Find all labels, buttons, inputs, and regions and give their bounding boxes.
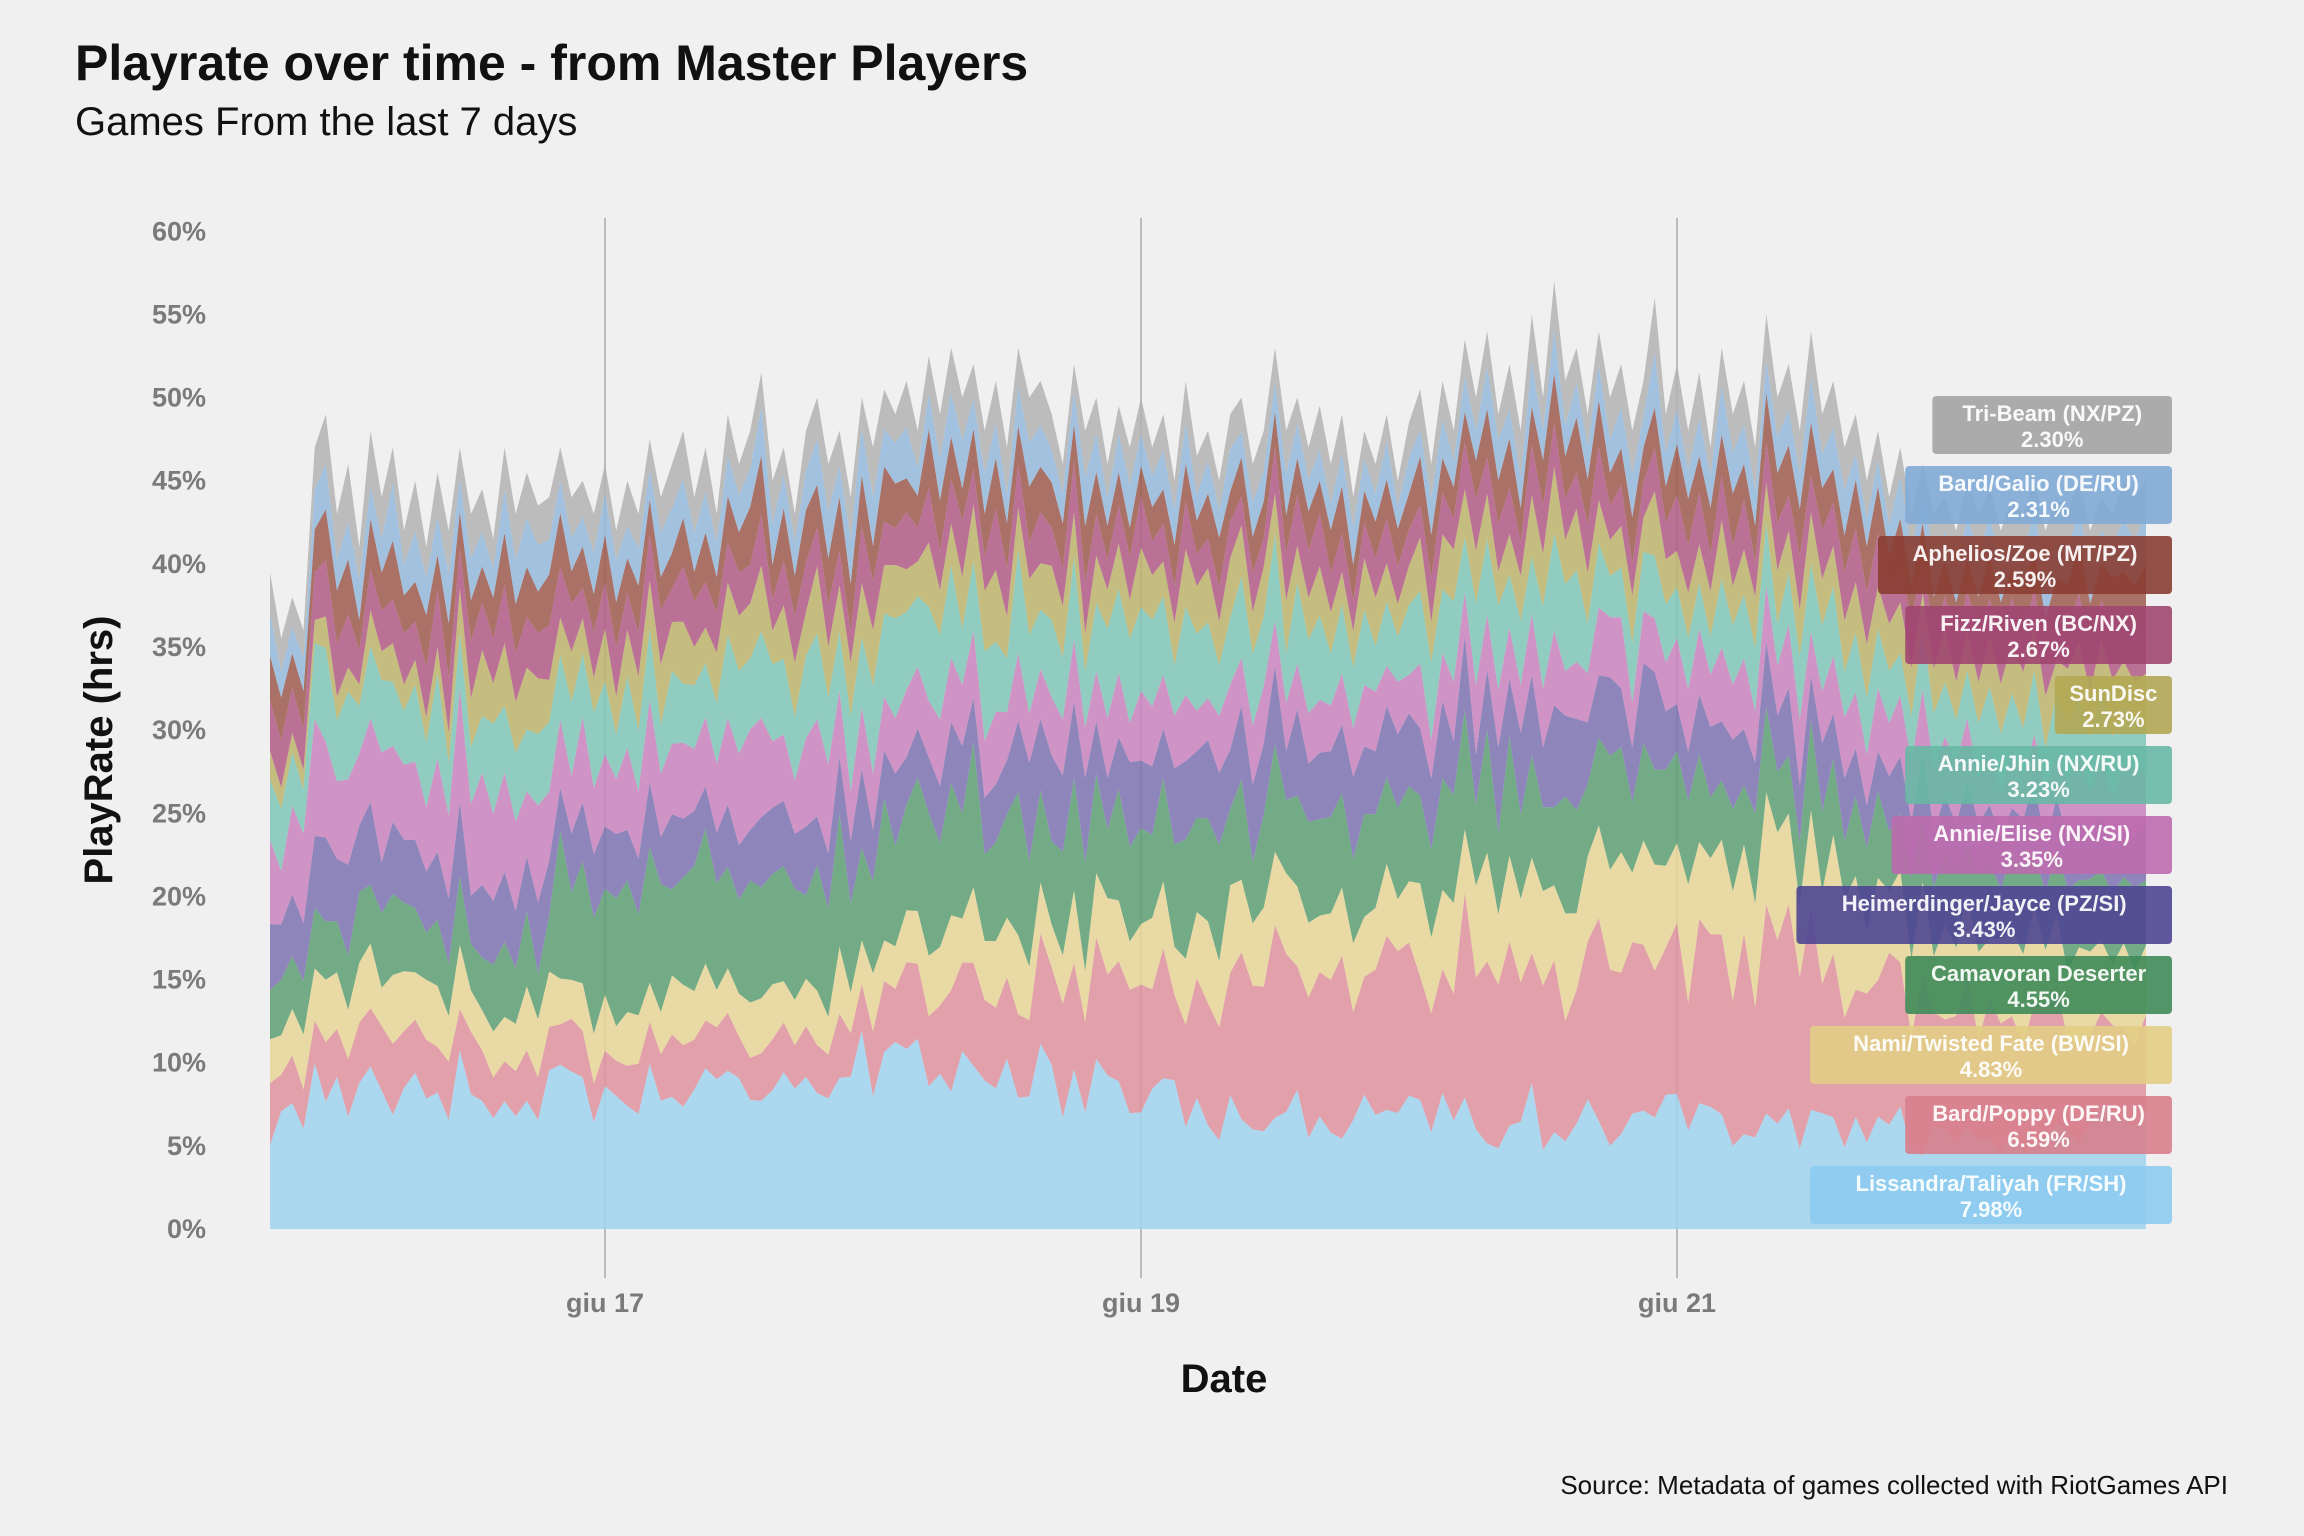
series-label-value: 2.67% — [2007, 637, 2069, 662]
series-label-box — [2054, 676, 2172, 734]
y-tick-label: 55% — [152, 299, 206, 329]
x-tick-label: giu 21 — [1638, 1288, 1716, 1318]
series-label-value: 7.98% — [1960, 1197, 2022, 1222]
y-axis: 0% 5% 10% 15% 20% 25% 30% 35% 40% 45% 50% 55% 60% — [152, 216, 206, 1244]
y-tick-label: 10% — [152, 1048, 206, 1078]
series-label-value: 4.55% — [2007, 987, 2069, 1012]
series-label-value: 2.73% — [2082, 707, 2144, 732]
series-labels: Lissandra/Taliyah (FR/SH)7.98% Bard/Poppy… — [1796, 396, 2172, 1224]
x-axis-title: Date — [1181, 1357, 1268, 1401]
series-label-value: 2.31% — [2007, 497, 2069, 522]
series-label-box — [1810, 1166, 2172, 1224]
series-label: Lissandra/Taliyah (FR/SH)7.98% — [1810, 1166, 2172, 1224]
series-label-name: Bard/Galio (DE/RU) — [1938, 471, 2138, 496]
area-sundisc — [270, 466, 2146, 809]
y-tick-label: 15% — [152, 965, 206, 995]
series-label-value: 3.43% — [1953, 917, 2015, 942]
series-label-name: Aphelios/Zoe (MT/PZ) — [1913, 541, 2138, 566]
series-label-name: Annie/Elise (NX/SI) — [1933, 821, 2130, 846]
y-axis-title: PlayRate (hrs) — [77, 616, 121, 885]
series-label: Heimerdinger/Jayce (PZ/SI)3.43% — [1796, 886, 2172, 944]
area-bard-galio-de-ru — [270, 329, 2146, 698]
series-label-box — [1905, 956, 2172, 1014]
y-tick-label: 40% — [152, 549, 206, 579]
area-tri-beam-nx-pz — [270, 281, 2146, 672]
area-bard-poppy-de-ru — [270, 892, 2146, 1156]
series-label-name: Bard/Poppy (DE/RU) — [1932, 1101, 2145, 1126]
series-label-value: 4.83% — [1960, 1057, 2022, 1082]
series-label-box — [1810, 1026, 2172, 1084]
series-label-box — [1878, 536, 2172, 594]
series-label-box — [1891, 816, 2172, 874]
area-nami-twisted-fate-bw-si — [270, 792, 2146, 1090]
y-tick-label: 30% — [152, 715, 206, 745]
series-label: Annie/Elise (NX/SI)3.35% — [1891, 816, 2172, 874]
area-camavoran-deserter — [270, 706, 2146, 1040]
series-label-name: Tri-Beam (NX/PZ) — [1962, 401, 2142, 426]
series-label: Annie/Jhin (NX/RU)3.23% — [1905, 746, 2172, 804]
series-label-box — [1905, 466, 2172, 524]
series-label-name: Heimerdinger/Jayce (PZ/SI) — [1842, 891, 2127, 916]
y-tick-label: 5% — [167, 1131, 206, 1161]
chart-subtitle: Games From the last 7 days — [75, 100, 578, 144]
y-tick-label: 0% — [167, 1214, 206, 1244]
x-axis: giu 17 giu 19 giu 21 — [566, 1288, 1716, 1318]
series-label: Fizz/Riven (BC/NX)2.67% — [1905, 606, 2172, 664]
y-tick-label: 60% — [152, 216, 206, 246]
y-tick-label: 35% — [152, 632, 206, 662]
series-label: Aphelios/Zoe (MT/PZ)2.59% — [1878, 536, 2172, 594]
area-fizz-riven-bc-nx — [270, 423, 2146, 788]
stacked-areas — [270, 281, 2146, 1229]
series-label-name: Camavoran Deserter — [1931, 961, 2147, 986]
y-tick-label: 25% — [152, 798, 206, 828]
series-label-box — [1905, 746, 2172, 804]
area-annie-jhin-nx-ru — [270, 522, 2146, 872]
series-label-value: 3.23% — [2007, 777, 2069, 802]
series-label-name: Nami/Twisted Fate (BW/SI) — [1853, 1031, 2129, 1056]
series-label-name: Lissandra/Taliyah (FR/SH) — [1856, 1171, 2127, 1196]
y-tick-label: 50% — [152, 383, 206, 413]
series-label-name: SunDisc — [2069, 681, 2157, 706]
series-label: Bard/Galio (DE/RU)2.31% — [1905, 466, 2172, 524]
area-lissandra-taliyah-fr-sh — [270, 1030, 2146, 1229]
series-label-box — [1932, 396, 2172, 454]
area-heimerdinger-jayce-pz-si — [270, 635, 2146, 991]
x-tick-label: giu 19 — [1102, 1288, 1180, 1318]
series-label-name: Fizz/Riven (BC/NX) — [1940, 611, 2137, 636]
series-label-value: 6.59% — [2007, 1127, 2069, 1152]
series-label: Tri-Beam (NX/PZ)2.30% — [1932, 396, 2172, 454]
series-label: Nami/Twisted Fate (BW/SI)4.83% — [1810, 1026, 2172, 1084]
series-label-box — [1905, 606, 2172, 664]
series-label-box — [1905, 1096, 2172, 1154]
series-label-box — [1796, 886, 2172, 944]
area-aphelios-zoe-mt-pz — [270, 373, 2146, 741]
chart-title: Playrate over time - from Master Players — [75, 35, 1029, 91]
series-label-value: 2.30% — [2021, 427, 2083, 452]
series-label-name: Annie/Jhin (NX/RU) — [1938, 751, 2140, 776]
series-label-value: 3.35% — [2001, 847, 2063, 872]
chart-caption: Source: Metadata of games collected with… — [1560, 1470, 2228, 1500]
x-tick-label: giu 17 — [566, 1288, 644, 1318]
y-tick-label: 45% — [152, 466, 206, 496]
series-label: Bard/Poppy (DE/RU)6.59% — [1905, 1096, 2172, 1154]
series-label-value: 2.59% — [1994, 567, 2056, 592]
y-tick-label: 20% — [152, 881, 206, 911]
area-annie-elise-nx-si — [270, 585, 2146, 925]
